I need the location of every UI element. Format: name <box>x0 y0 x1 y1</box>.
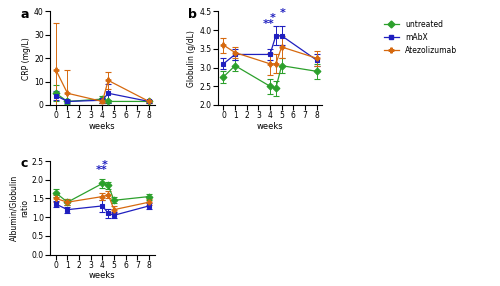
Text: *: * <box>102 160 108 170</box>
X-axis label: weeks: weeks <box>89 122 116 131</box>
Text: **: ** <box>96 165 107 175</box>
Text: *: * <box>270 13 276 23</box>
Y-axis label: CRP (mg/L): CRP (mg/L) <box>22 37 31 80</box>
Text: **: ** <box>263 19 274 29</box>
X-axis label: weeks: weeks <box>256 122 283 131</box>
Text: a: a <box>20 8 29 21</box>
Text: c: c <box>20 157 28 170</box>
Y-axis label: Albumin/Globulin
ratio: Albumin/Globulin ratio <box>10 175 29 241</box>
X-axis label: weeks: weeks <box>89 271 116 280</box>
Legend: untreated, mAbX, Atezolizumab: untreated, mAbX, Atezolizumab <box>384 20 458 55</box>
Text: *: * <box>280 8 285 18</box>
Text: b: b <box>188 8 197 21</box>
Y-axis label: Globulin (g/dL): Globulin (g/dL) <box>188 30 196 87</box>
